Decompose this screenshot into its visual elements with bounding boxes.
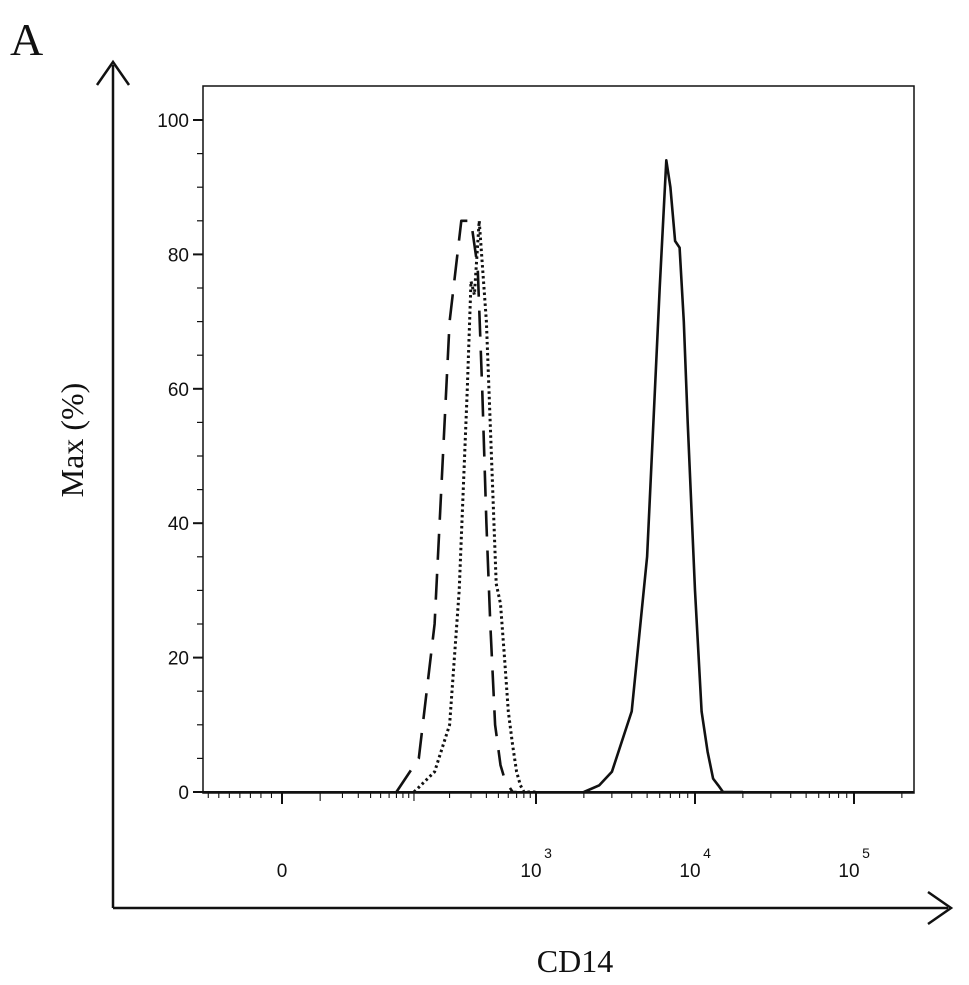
x-tick-label: 0 (277, 861, 288, 882)
outer-y-axis-arrowhead (95, 59, 131, 86)
outer-x-axis-arrowhead (927, 890, 954, 926)
y-tick-label: 60 (168, 380, 189, 401)
series-dashed-line (395, 219, 517, 794)
x-tick-label: 10 (679, 861, 700, 882)
y-tick-label: 100 (157, 111, 189, 132)
x-tick-exponent: 5 (862, 845, 870, 861)
ticks-layer (193, 119, 914, 804)
y-tick-label: 20 (168, 649, 189, 670)
x-tick-label: 10 (838, 861, 859, 882)
x-tick-label: 10 (520, 861, 541, 882)
y-axis-title: Max (%) (54, 383, 90, 498)
x-axis-title: CD14 (537, 943, 613, 979)
y-tick-label: 40 (168, 514, 189, 535)
y-tick-label: 80 (168, 245, 189, 266)
y-tick-label: 0 (178, 783, 189, 804)
plot-frame (202, 85, 915, 794)
x-tick-exponent: 3 (544, 845, 552, 861)
series-layer (395, 159, 743, 794)
series-solid-line (583, 159, 743, 794)
x-tick-exponent: 4 (703, 845, 711, 861)
series-dotted-line (412, 219, 536, 794)
panel-label: A (10, 14, 43, 65)
